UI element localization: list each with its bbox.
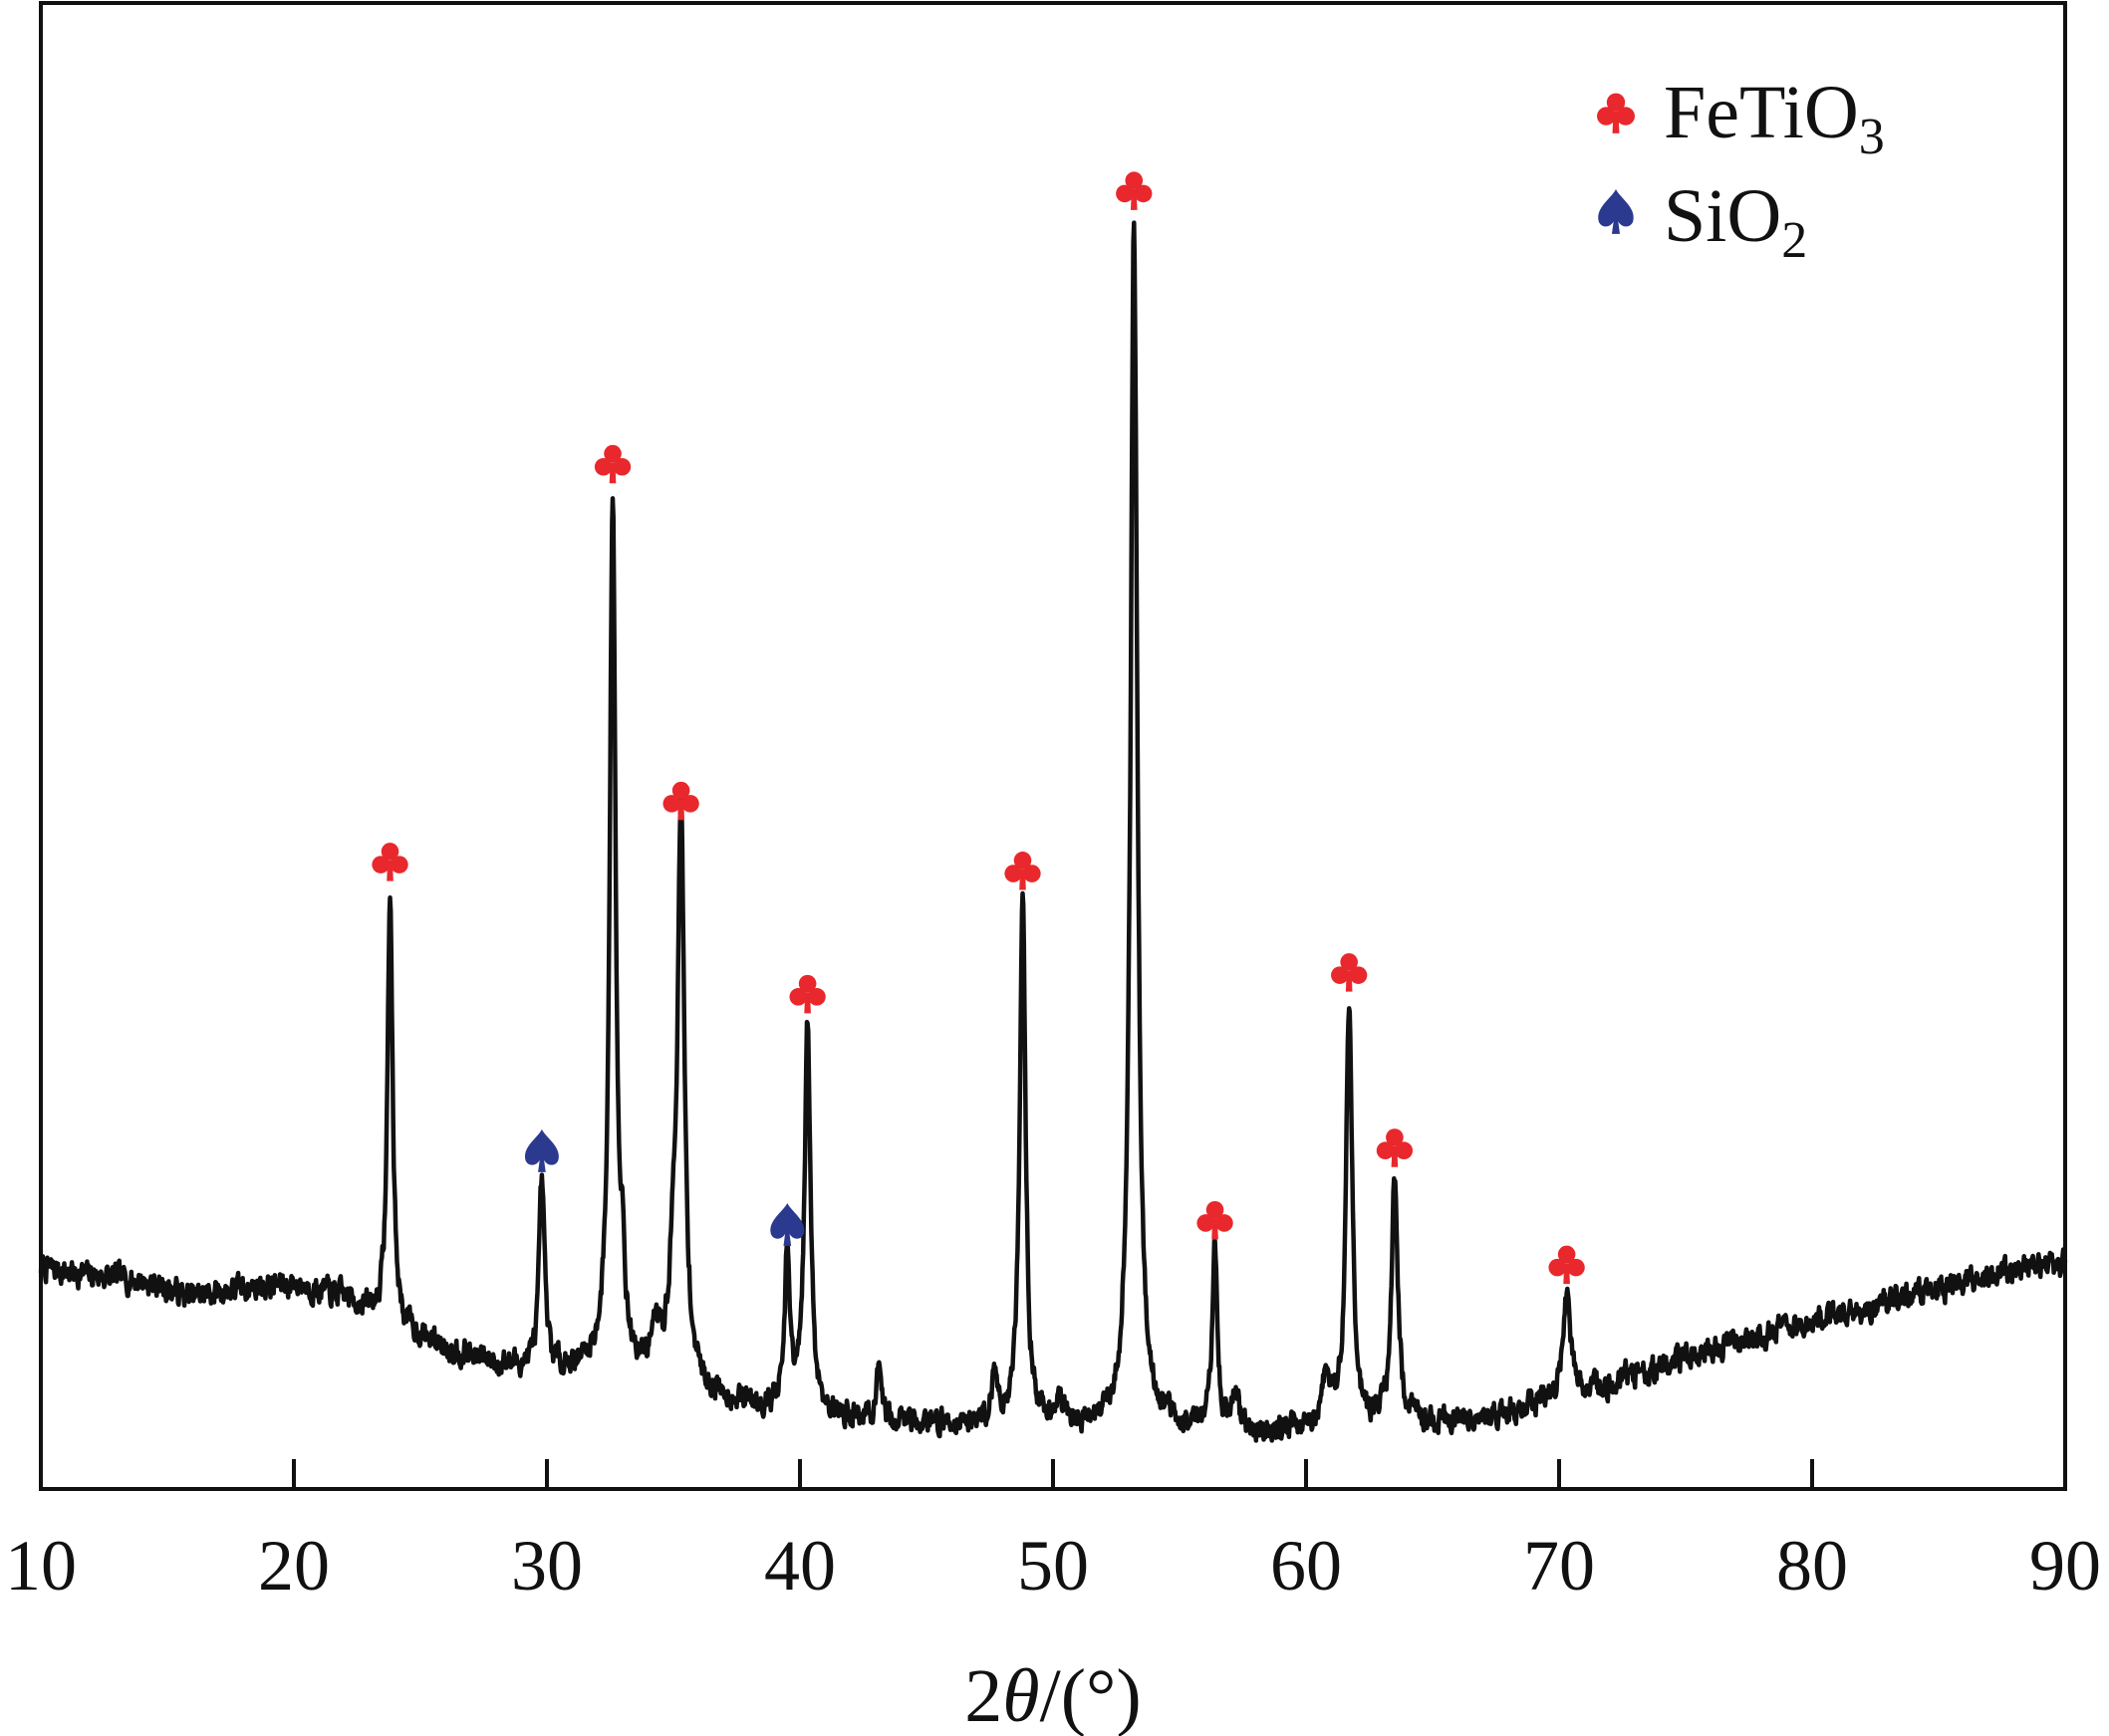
club-icon [1331,953,1368,992]
x-axis-title: 2θ/(°) [964,1654,1141,1736]
club-icon [594,444,632,484]
plot-area [38,220,2068,1443]
x-tick-label-90: 90 [2029,1526,2101,1606]
x-tick-label-30: 30 [511,1526,583,1606]
x-tick-label-70: 70 [1523,1526,1595,1606]
club-icon [1548,1245,1585,1285]
x-tick-label-10: 10 [5,1526,77,1606]
spade-icon [1598,189,1634,234]
club-icon [789,974,826,1014]
club-icon [1376,1128,1414,1167]
x-tick-label-40: 40 [764,1526,836,1606]
club-icon [372,843,408,881]
peak-markers [372,171,1585,1285]
legend-label-sio2: SiO2 [1664,174,1807,269]
spade-icon [524,1128,559,1172]
x-tick-label-60: 60 [1270,1526,1342,1606]
club-icon [1116,171,1153,210]
x-tick-label-20: 20 [258,1526,330,1606]
legend-label-fetio3: FeTiO3 [1664,71,1885,165]
spade-icon [770,1202,805,1246]
club-icon [662,781,699,821]
legend-entry-fetio3: FeTiO3 [1597,71,1885,165]
legend: FeTiO3 SiO2 [1597,71,1885,269]
x-tick-label-80: 80 [1776,1526,1848,1606]
club-icon [1597,93,1635,133]
x-tick-label-50: 50 [1017,1526,1089,1606]
xrd-pattern-line [38,220,2068,1443]
legend-entry-sio2: SiO2 [1598,174,1807,269]
club-icon [1196,1200,1233,1240]
x-axis: 10 20 30 40 50 60 70 80 90 [5,1459,2101,1606]
club-icon [1004,852,1041,890]
